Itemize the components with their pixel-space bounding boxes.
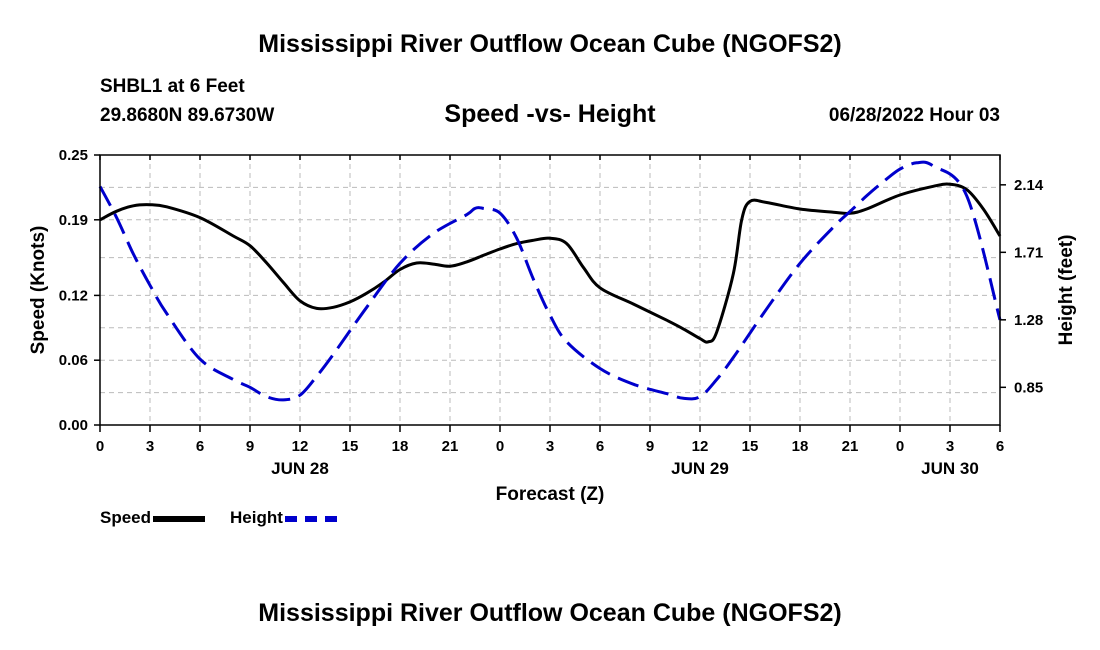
x-tick-label: 3	[546, 438, 554, 455]
y2-tick-label: 0.85	[1014, 379, 1043, 396]
legend-item-height: Height	[230, 508, 337, 528]
y2-tick-label: 1.71	[1014, 244, 1043, 261]
x-tick-label: 0	[896, 438, 904, 455]
y-tick-label: 0.12	[59, 287, 88, 304]
x-tick-label: 21	[442, 438, 459, 455]
x-tick-label: 0	[96, 438, 104, 455]
y2-tick-label: 1.28	[1014, 312, 1043, 329]
date-label: JUN 29	[671, 459, 729, 478]
series-line-height	[98, 160, 1002, 402]
y-tick-label: 0.06	[59, 352, 88, 369]
legend-item-speed: Speed	[100, 508, 206, 528]
series-line-speed	[99, 182, 1002, 344]
y-axis-label: Speed (Knots)	[28, 226, 49, 355]
y-tick-label: 0.25	[59, 147, 88, 164]
x-axis-label: Forecast (Z)	[496, 484, 605, 505]
legend-height-swatch	[284, 515, 337, 522]
bottom-title: Mississippi River Outflow Ocean Cube (NG…	[258, 599, 842, 627]
station-label: SHBL1 at 6 Feet	[100, 76, 245, 97]
chart-subtitle: Speed -vs- Height	[444, 100, 656, 128]
y2-axis-label: Height (feet)	[1056, 235, 1077, 346]
x-tick-label: 21	[842, 438, 859, 455]
x-tick-label: 0	[496, 438, 504, 455]
x-tick-label: 9	[246, 438, 254, 455]
x-tick-label: 3	[946, 438, 954, 455]
y-tick-label: 0.00	[59, 417, 88, 434]
legend-speed-label: Speed	[100, 508, 152, 527]
x-tick-label: 18	[392, 438, 409, 455]
x-tick-label: 12	[692, 438, 709, 455]
date-label: JUN 28	[271, 459, 329, 478]
main-title: Mississippi River Outflow Ocean Cube (NG…	[258, 30, 842, 58]
x-tick-label: 3	[146, 438, 154, 455]
x-tick-label: 9	[646, 438, 654, 455]
y-tick-label: 0.19	[59, 212, 88, 229]
date-label: JUN 30	[921, 459, 979, 478]
legend-speed-swatch	[153, 515, 206, 522]
x-tick-label: 12	[292, 438, 309, 455]
x-tick-label: 15	[342, 438, 359, 455]
x-tick-label: 15	[742, 438, 759, 455]
x-tick-label: 6	[596, 438, 604, 455]
forecast-datetime: 06/28/2022 Hour 03	[828, 105, 1000, 126]
x-tick-label: 6	[196, 438, 204, 455]
x-tick-label: 6	[996, 438, 1004, 455]
y2-tick-label: 2.14	[1014, 177, 1044, 194]
x-tick-label: 18	[792, 438, 809, 455]
station-coordinates: 29.8680N 89.6730W	[100, 105, 275, 126]
legend-height-label: Height	[230, 508, 283, 527]
